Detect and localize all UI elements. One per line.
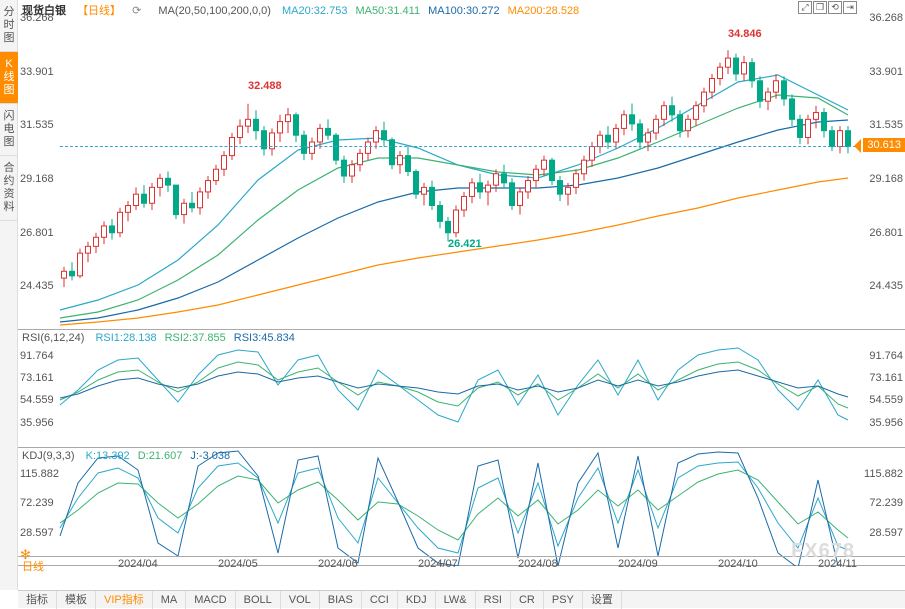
left-tab-fenshi[interactable]: 分时图 (0, 0, 18, 52)
reset-icon[interactable]: ⟲ (828, 1, 842, 14)
y-tick-right: 36.268 (869, 12, 903, 24)
price-arrow-icon (854, 139, 861, 153)
y-tick-right: 31.535 (869, 119, 903, 131)
rsi-value: RSI2:37.855 (165, 332, 226, 344)
y-tick-left: 33.901 (20, 66, 54, 78)
fullscreen-icon[interactable]: ⤢ (798, 1, 812, 14)
x-tick: 2024/09 (618, 558, 658, 570)
x-tick: 2024/07 (418, 558, 458, 570)
x-tick: 2024/06 (318, 558, 358, 570)
price-annotation: 26.421 (448, 238, 482, 250)
instrument-title: 现货白银 (22, 5, 66, 17)
kdj-value: J:-3.038 (190, 450, 230, 462)
sub-y-tick: 54.559 (20, 394, 54, 406)
kdj-header: KDJ(9,3,3) K:13.392 D:21.607 J:-3.038 (22, 450, 855, 464)
indicator-tab-boll[interactable]: BOLL (236, 591, 281, 609)
sub-y-tick: 35.956 (20, 417, 54, 429)
indicator-tab-cr[interactable]: CR (511, 591, 544, 609)
price-annotation: 34.846 (728, 28, 762, 40)
ma-value: MA200:28.528 (508, 5, 580, 17)
chart-area: 现货白银 【日线】 ⟳ MA(20,50,100,200,0,0) MA20:3… (18, 0, 905, 590)
x-tick: 2024/10 (718, 558, 758, 570)
sub-y-tick: 28.597 (869, 527, 903, 539)
rsi-panel[interactable]: RSI(6,12,24) RSI1:28.138 RSI2:37.855 RSI3:… (18, 330, 905, 448)
sub-y-tick: 91.764 (869, 350, 903, 362)
ma-config: MA(20,50,100,200,0,0) (158, 5, 271, 17)
left-tab-kline[interactable]: K线图 (0, 52, 18, 104)
indicator-tab-kdj[interactable]: KDJ (398, 591, 436, 609)
layers-icon[interactable]: ❐ (813, 1, 827, 14)
candlestick-svg (18, 0, 905, 330)
sub-y-tick: 72.239 (869, 497, 903, 509)
timeframe-label-bottom: 日线 (22, 558, 44, 574)
ma-value: MA20:32.753 (282, 5, 347, 17)
current-price-line (60, 146, 861, 147)
indicator-tab-cci[interactable]: CCI (362, 591, 398, 609)
indicator-tab-lw[interactable]: LW& (436, 591, 476, 609)
y-tick-left: 29.168 (20, 173, 54, 185)
y-tick-right: 33.901 (869, 66, 903, 78)
rsi-header: RSI(6,12,24) RSI1:28.138 RSI2:37.855 RSI3:… (22, 332, 855, 346)
rsi-value: RSI1:28.138 (95, 332, 156, 344)
sub-y-tick: 35.956 (869, 417, 903, 429)
indicator-tab-zhibiao[interactable]: 指标 (18, 591, 57, 609)
x-axis: 日线 2024/04 2024/05 2024/06 2024/07 2024/08 20… (18, 556, 905, 572)
indicator-tab-vip[interactable]: VIP指标 (96, 591, 153, 609)
kdj-value: K:13.392 (86, 450, 130, 462)
sub-y-tick: 115.882 (864, 468, 903, 480)
timeframe-badge: 【日线】 (77, 5, 121, 17)
y-tick-right: 24.435 (869, 280, 903, 292)
indicator-tab-macd[interactable]: MACD (186, 591, 235, 609)
indicator-tab-ma[interactable]: MA (153, 591, 187, 609)
x-tick: 2024/08 (518, 558, 558, 570)
y-tick-left: 31.535 (20, 119, 54, 131)
left-tab-strip: 分时图K线图闪电图合约资料 (0, 0, 18, 590)
x-tick: 2024/05 (218, 558, 258, 570)
indicator-tab-vol[interactable]: VOL (281, 591, 320, 609)
sub-y-tick: 73.161 (20, 372, 54, 384)
sub-y-tick: 115.882 (20, 468, 59, 480)
ma-value: MA50:31.411 (355, 5, 420, 17)
y-tick-left: 26.801 (20, 227, 54, 239)
kdj-svg (18, 448, 905, 566)
sub-y-tick: 28.597 (20, 527, 54, 539)
indicator-tab-shezhi[interactable]: 设置 (583, 591, 622, 609)
rsi-value: RSI3:45.834 (234, 332, 295, 344)
sub-y-tick: 54.559 (869, 394, 903, 406)
kdj-value: D:21.607 (138, 450, 183, 462)
main-chart-panel[interactable]: 现货白银 【日线】 ⟳ MA(20,50,100,200,0,0) MA20:3… (18, 0, 905, 330)
current-price-tag: 30.613 (863, 138, 905, 152)
sub-y-tick: 72.239 (20, 497, 54, 509)
export-icon[interactable]: ⇥ (843, 1, 857, 14)
rsi-svg (18, 330, 905, 448)
left-tab-heyue[interactable]: 合约资料 (0, 156, 18, 221)
kdj-panel[interactable]: KDJ(9,3,3) K:13.392D:21.607J:-3.038 ✻ 11… (18, 448, 905, 566)
indicator-tab-muban[interactable]: 模板 (57, 591, 96, 609)
indicator-tab-psy[interactable]: PSY (544, 591, 583, 609)
y-tick-right: 26.801 (869, 227, 903, 239)
chart-toolbar: ⤢❐⟲⇥ (797, 1, 857, 14)
main-header: 现货白银 【日线】 ⟳ MA(20,50,100,200,0,0) MA20:3… (22, 2, 855, 16)
kdj-label: KDJ(9,3,3) (22, 450, 75, 462)
y-tick-left: 24.435 (20, 280, 54, 292)
y-tick-right: 29.168 (869, 173, 903, 185)
indicator-tab-bar: 指标模板VIP指标MAMACDBOLLVOLBIASCCIKDJLW&RSICR… (18, 590, 905, 608)
sub-y-tick: 91.764 (20, 350, 54, 362)
refresh-icon[interactable]: ⟳ (132, 5, 141, 17)
indicator-tab-bias[interactable]: BIAS (320, 591, 362, 609)
ma-value: MA100:30.272 (428, 5, 500, 17)
left-tab-shandian[interactable]: 闪电图 (0, 104, 18, 156)
price-annotation: 32.488 (248, 80, 282, 92)
indicator-tab-rsi[interactable]: RSI (476, 591, 511, 609)
x-tick: 2024/04 (118, 558, 158, 570)
rsi-label: RSI(6,12,24) (22, 332, 84, 344)
watermark: FX678 (791, 540, 855, 563)
sub-y-tick: 73.161 (869, 372, 903, 384)
